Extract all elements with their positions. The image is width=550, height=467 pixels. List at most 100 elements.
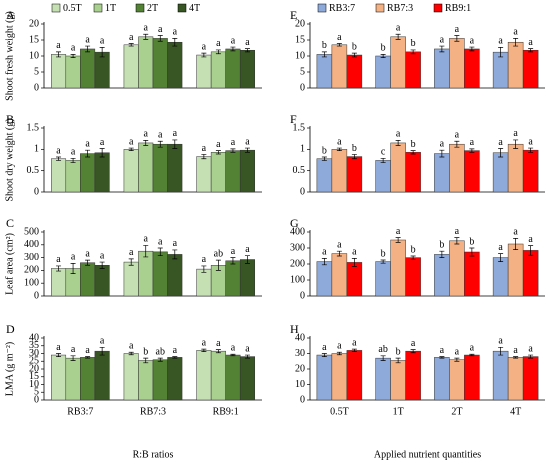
y-tick-label: 5 xyxy=(34,387,39,398)
error-bar xyxy=(215,259,221,271)
legend-label: 0.5T xyxy=(63,3,82,14)
error-bar xyxy=(230,353,236,357)
bar xyxy=(80,262,96,297)
bar xyxy=(522,49,539,89)
bar xyxy=(94,152,110,193)
error-bar xyxy=(469,247,475,257)
bar xyxy=(390,142,406,193)
error-bar xyxy=(70,157,76,163)
significance-letter: a xyxy=(352,247,357,258)
bar xyxy=(123,44,139,89)
error-bar xyxy=(321,353,327,357)
legend-swatch xyxy=(135,3,145,13)
y-tick-label: 1.5 xyxy=(293,122,306,133)
error-bar xyxy=(201,154,207,160)
error-bar xyxy=(351,348,357,352)
x-tick-label: RB3:7 xyxy=(67,406,93,417)
bar xyxy=(405,257,421,297)
significance-letter: a xyxy=(173,238,178,249)
significance-letter: a xyxy=(173,128,178,139)
significance-letter: a xyxy=(158,24,163,35)
y-axis-label: Shoot fresh weight (g) xyxy=(4,11,15,101)
error-bar xyxy=(172,38,178,47)
bar xyxy=(167,254,183,297)
y-tick-label: 0 xyxy=(34,186,39,197)
error-bar xyxy=(201,52,207,58)
error-bar xyxy=(143,245,149,258)
error-bar xyxy=(336,147,342,151)
y-tick-label: 400 xyxy=(290,226,305,237)
legend-swatch xyxy=(51,3,61,13)
significance-letter: a xyxy=(231,137,236,148)
significance-letter: a xyxy=(129,247,134,258)
error-bar xyxy=(395,33,401,40)
y-tick-label: 0 xyxy=(300,186,305,197)
error-bar xyxy=(513,238,519,250)
error-bar xyxy=(321,258,327,266)
error-bar xyxy=(498,253,504,262)
bar xyxy=(464,354,480,401)
bar xyxy=(210,152,226,193)
bar xyxy=(464,48,480,89)
panel-letter: F xyxy=(290,112,297,126)
x-tick-label: 4T xyxy=(510,406,521,417)
y-tick-label: 20 xyxy=(29,18,39,29)
error-bar xyxy=(380,259,386,264)
error-bar xyxy=(128,258,134,266)
bar xyxy=(522,356,539,401)
bar xyxy=(492,350,509,401)
significance-letter: a xyxy=(513,27,518,38)
error-bar xyxy=(528,147,534,153)
error-bar xyxy=(85,149,91,158)
significance-letter: a xyxy=(470,343,475,354)
significance-letter: a xyxy=(455,346,460,357)
y-tick-label: 400 xyxy=(24,239,39,250)
significance-letter: a xyxy=(337,32,342,43)
bar xyxy=(138,36,154,89)
error-bar xyxy=(439,356,445,359)
error-bar xyxy=(380,355,386,361)
error-bar xyxy=(498,47,504,58)
x-axis-label: R:B ratios xyxy=(133,449,174,460)
significance-letter: b xyxy=(322,145,327,156)
bar xyxy=(94,265,110,297)
significance-letter: a xyxy=(498,336,503,347)
significance-letter: a xyxy=(245,244,250,255)
significance-letter: a xyxy=(129,32,134,43)
significance-letter: a xyxy=(202,143,207,154)
significance-letter: b xyxy=(396,346,401,357)
error-bar xyxy=(172,139,178,149)
y-tick-label: 0 xyxy=(34,394,39,405)
y-tick-label: 0 xyxy=(34,82,39,93)
bar xyxy=(449,38,465,89)
error-bar xyxy=(498,148,504,158)
error-bar xyxy=(321,51,327,58)
error-bar xyxy=(85,45,91,53)
legend-swatch xyxy=(93,3,103,13)
error-bar xyxy=(498,346,504,356)
bar xyxy=(123,261,139,297)
error-bar xyxy=(215,49,221,55)
significance-letter: a xyxy=(100,336,105,347)
y-tick-label: 25 xyxy=(29,356,39,367)
bar xyxy=(94,51,110,89)
significance-letter: a xyxy=(56,254,61,265)
significance-letter: a xyxy=(231,35,236,46)
significance-letter: a xyxy=(498,242,503,253)
bar xyxy=(94,350,110,401)
y-tick-label: 15 xyxy=(29,371,39,382)
bar xyxy=(138,360,154,401)
error-bar xyxy=(410,349,416,354)
bar xyxy=(507,41,524,89)
error-bar xyxy=(336,43,342,47)
bar xyxy=(346,350,363,401)
bar xyxy=(225,260,241,297)
significance-letter: a xyxy=(411,338,416,349)
bar xyxy=(522,149,539,193)
significance-letter: a xyxy=(470,137,475,148)
bar xyxy=(196,156,212,193)
significance-letter: a xyxy=(231,246,236,257)
bar xyxy=(390,360,406,401)
error-bar xyxy=(99,346,105,356)
